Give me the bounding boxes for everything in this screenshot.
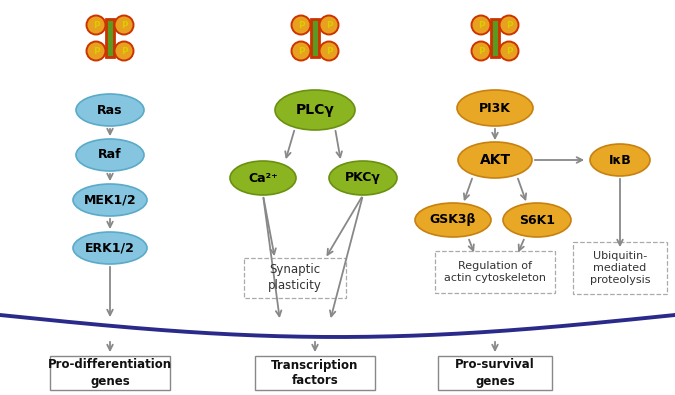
Circle shape	[472, 15, 491, 34]
Ellipse shape	[457, 90, 533, 126]
Text: Raf: Raf	[98, 149, 122, 162]
Circle shape	[115, 41, 134, 60]
Ellipse shape	[590, 144, 650, 176]
FancyBboxPatch shape	[438, 356, 552, 390]
Circle shape	[319, 15, 338, 34]
Circle shape	[292, 15, 311, 34]
Text: MEK1/2: MEK1/2	[84, 194, 136, 207]
Text: P: P	[92, 21, 99, 30]
Text: AKT: AKT	[479, 153, 510, 167]
Text: Synaptic
plasticity: Synaptic plasticity	[268, 263, 322, 293]
Text: P: P	[478, 47, 484, 56]
Text: P: P	[478, 21, 484, 30]
Ellipse shape	[503, 203, 571, 237]
Circle shape	[472, 41, 491, 60]
Text: PKCγ: PKCγ	[345, 171, 381, 184]
Ellipse shape	[415, 203, 491, 237]
Text: Regulation of
actin cytoskeleton: Regulation of actin cytoskeleton	[444, 261, 546, 283]
Text: S6K1: S6K1	[519, 214, 555, 226]
Text: Ubiquitin-
mediated
proteolysis: Ubiquitin- mediated proteolysis	[590, 250, 650, 286]
FancyBboxPatch shape	[244, 258, 346, 298]
Circle shape	[319, 41, 338, 60]
Text: IκB: IκB	[609, 154, 631, 167]
Circle shape	[86, 15, 105, 34]
Text: GSK3β: GSK3β	[430, 214, 476, 226]
Text: P: P	[506, 47, 512, 56]
Text: Ca²⁺: Ca²⁺	[248, 171, 278, 184]
FancyBboxPatch shape	[255, 356, 375, 390]
Ellipse shape	[458, 142, 532, 178]
Text: P: P	[92, 47, 99, 56]
Ellipse shape	[73, 184, 147, 216]
Ellipse shape	[76, 94, 144, 126]
Text: ERK1/2: ERK1/2	[85, 241, 135, 254]
Ellipse shape	[275, 90, 355, 130]
Text: Pro-survival
genes: Pro-survival genes	[455, 359, 535, 387]
Text: Transcription
factors: Transcription factors	[271, 359, 358, 387]
Bar	[106, 19, 114, 57]
Circle shape	[115, 15, 134, 34]
FancyBboxPatch shape	[435, 251, 555, 293]
Text: PLCγ: PLCγ	[296, 103, 334, 117]
Ellipse shape	[230, 161, 296, 195]
FancyBboxPatch shape	[573, 242, 667, 294]
Text: P: P	[325, 21, 332, 30]
Text: P: P	[506, 21, 512, 30]
Bar	[491, 19, 499, 57]
Ellipse shape	[76, 139, 144, 171]
FancyBboxPatch shape	[50, 356, 170, 390]
Text: Ras: Ras	[97, 103, 123, 117]
Text: P: P	[121, 21, 128, 30]
Ellipse shape	[73, 232, 147, 264]
Text: PI3K: PI3K	[479, 102, 511, 115]
Ellipse shape	[329, 161, 397, 195]
Circle shape	[86, 41, 105, 60]
Text: P: P	[298, 21, 304, 30]
Text: P: P	[298, 47, 304, 56]
Circle shape	[500, 41, 518, 60]
Circle shape	[500, 15, 518, 34]
Text: Pro-differentiation
genes: Pro-differentiation genes	[48, 359, 172, 387]
Text: P: P	[325, 47, 332, 56]
Bar	[311, 19, 319, 57]
Text: P: P	[121, 47, 128, 56]
Circle shape	[292, 41, 311, 60]
